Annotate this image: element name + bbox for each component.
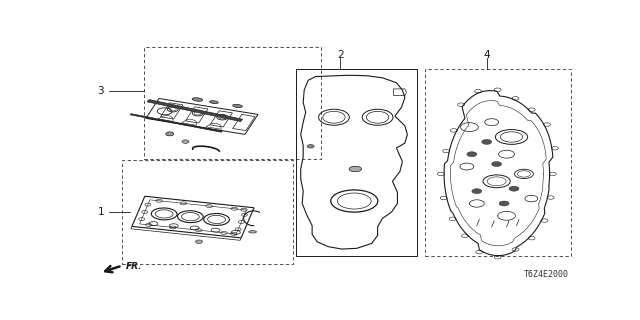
Circle shape: [472, 189, 482, 194]
Text: T6Z4E2000: T6Z4E2000: [524, 270, 568, 279]
Ellipse shape: [209, 101, 218, 104]
Text: FR.: FR.: [125, 262, 142, 271]
Text: 3: 3: [97, 86, 104, 96]
Text: 2: 2: [337, 50, 344, 60]
Ellipse shape: [233, 104, 243, 108]
Circle shape: [467, 152, 477, 157]
Polygon shape: [147, 100, 243, 122]
Ellipse shape: [182, 140, 189, 143]
Ellipse shape: [349, 166, 362, 172]
Bar: [296, 69, 417, 256]
Polygon shape: [130, 114, 222, 132]
Ellipse shape: [248, 231, 257, 233]
Circle shape: [509, 186, 519, 191]
Text: 4: 4: [483, 50, 490, 60]
Ellipse shape: [192, 98, 203, 101]
Circle shape: [482, 140, 492, 144]
Ellipse shape: [307, 145, 314, 148]
Circle shape: [492, 162, 502, 166]
Bar: [145, 47, 321, 159]
Bar: [425, 69, 571, 256]
Ellipse shape: [166, 132, 173, 136]
Bar: [122, 160, 293, 264]
Circle shape: [499, 201, 509, 206]
Ellipse shape: [196, 240, 202, 244]
Text: 1: 1: [97, 207, 104, 217]
